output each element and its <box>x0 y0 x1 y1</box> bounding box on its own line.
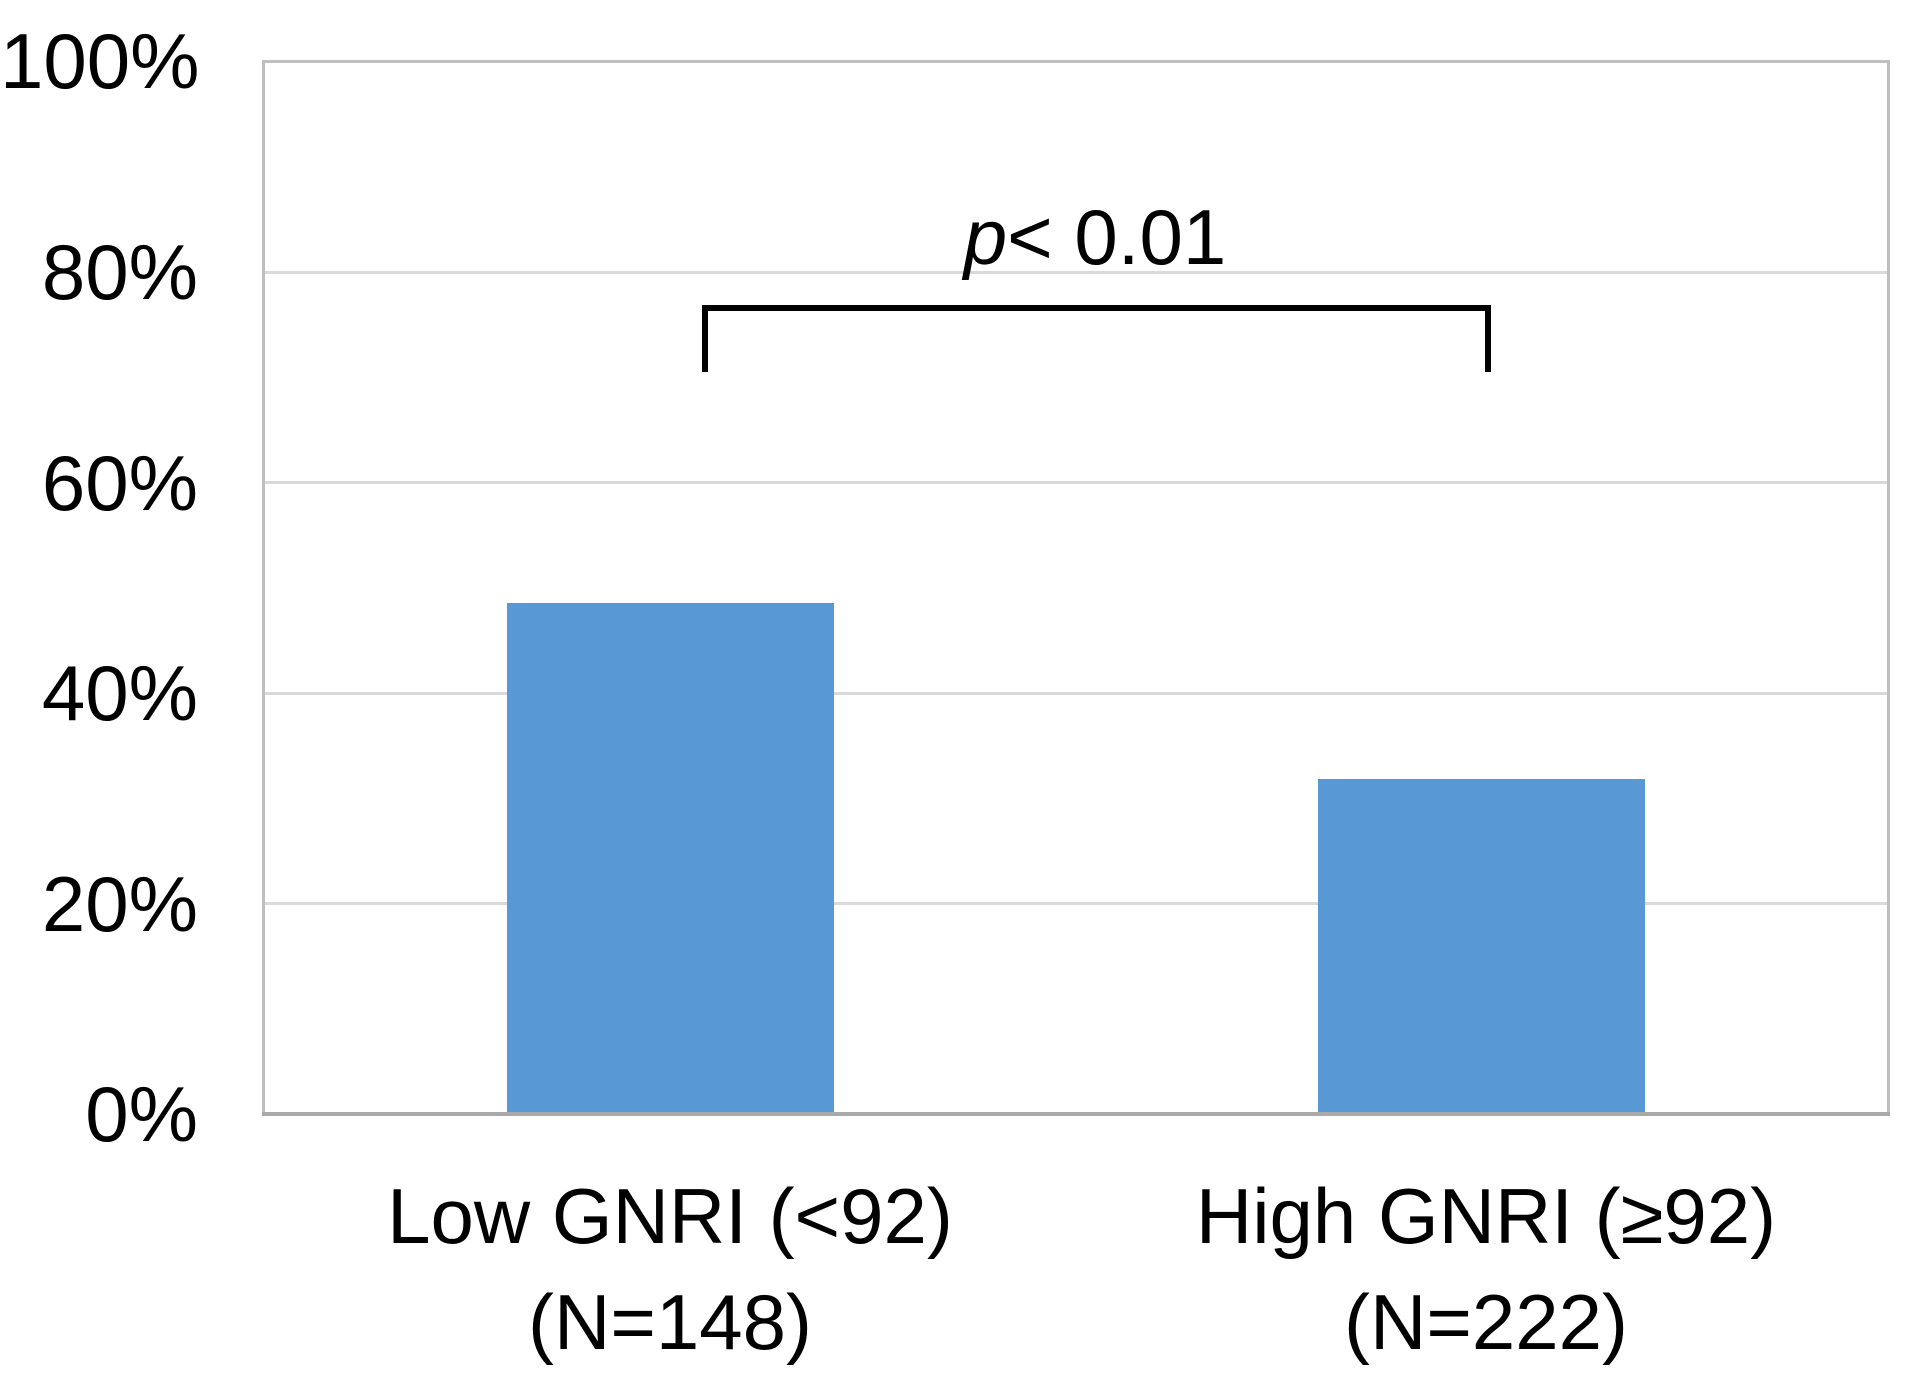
p-value-label: p< 0.01 <box>745 192 1445 282</box>
gridline-80 <box>265 271 1887 275</box>
x-axis-label-low-gnri: Low GNRI (<92) (N=148) <box>260 1163 1080 1375</box>
gridline-40 <box>265 691 1887 695</box>
y-tick-label-80: 80% <box>41 228 198 316</box>
category-label: High GNRI (≥92) <box>1195 1172 1777 1260</box>
category-sublabel: (N=148) <box>528 1278 812 1366</box>
y-tick-label-20: 20% <box>41 860 198 948</box>
y-tick-label-0: 0% <box>85 1070 198 1158</box>
y-tick-label-60: 60% <box>41 439 198 527</box>
x-axis-line <box>262 1112 1890 1116</box>
bar-high-gnri <box>1317 778 1645 1114</box>
y-tick-label-40: 40% <box>41 649 198 737</box>
significance-bracket-left-leg <box>702 305 708 372</box>
p-symbol: p <box>963 193 1008 281</box>
y-tick-label-100: 100% <box>0 17 200 105</box>
category-label: Low GNRI (<92) <box>387 1172 953 1260</box>
bar-low-gnri <box>506 603 834 1114</box>
significance-bracket-horizontal <box>702 305 1491 311</box>
category-sublabel: (N=222) <box>1344 1278 1628 1366</box>
significance-bracket-right-leg <box>1485 305 1491 372</box>
gridline-20 <box>265 901 1887 905</box>
gridline-60 <box>265 481 1887 485</box>
plot-area <box>262 60 1890 1116</box>
p-comparison-text: < 0.01 <box>1007 193 1227 281</box>
x-axis-label-high-gnri: High GNRI (≥92) (N=222) <box>1076 1163 1896 1375</box>
